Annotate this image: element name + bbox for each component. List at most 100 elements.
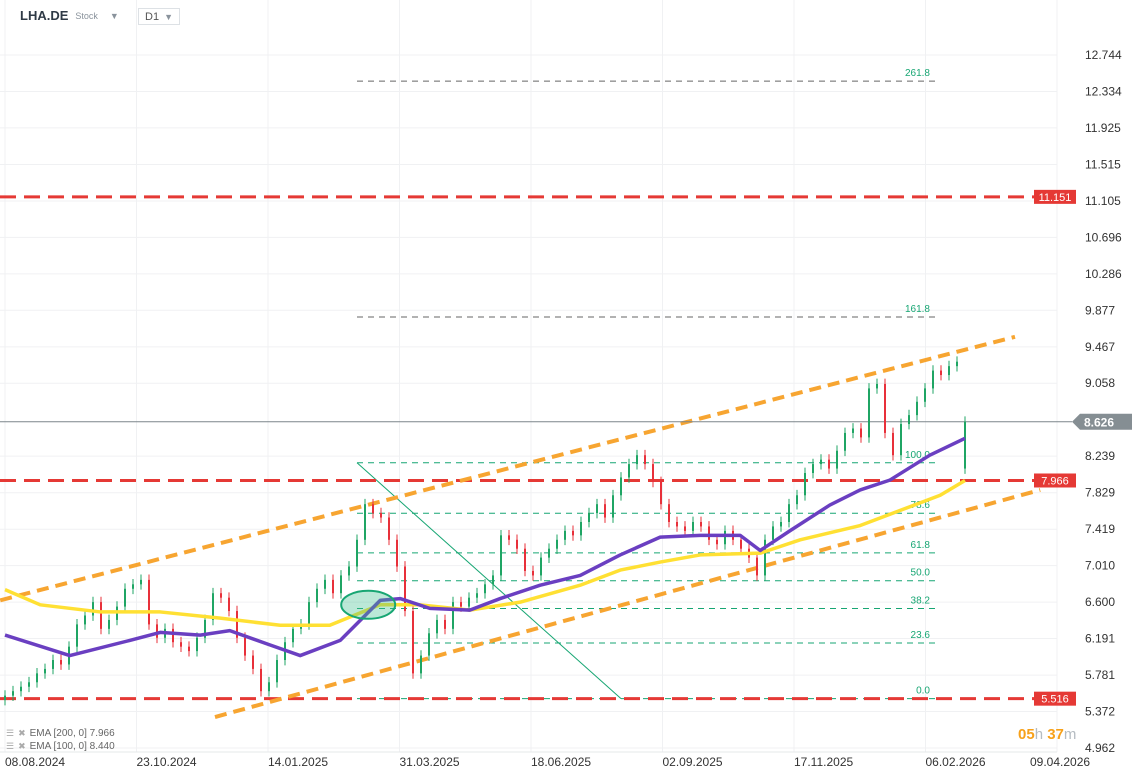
candle-countdown: 05h 37m — [1018, 726, 1076, 743]
timeframe-select[interactable]: D1 ▼ — [138, 8, 180, 25]
candle-body — [876, 383, 878, 389]
x-tick-label: 31.03.2025 — [400, 755, 460, 769]
level-price-tag — [1034, 189, 1076, 204]
candle-body — [820, 459, 822, 465]
y-tick-label: 11.925 — [1085, 121, 1121, 135]
chevron-down-icon[interactable]: ▼ — [109, 10, 119, 21]
candle-body — [868, 388, 870, 438]
candle-body — [412, 611, 414, 674]
candle-body — [428, 633, 430, 656]
y-tick-label: 9.467 — [1085, 340, 1115, 354]
level-price-tag — [1034, 473, 1076, 488]
settings-icon[interactable]: ☰ — [6, 728, 15, 738]
candle-body — [628, 464, 630, 478]
candle-body — [836, 450, 838, 469]
candle-body — [148, 579, 150, 625]
candle-body — [660, 481, 662, 505]
chevron-down-icon: ▼ — [164, 11, 173, 22]
candle-body — [100, 602, 102, 629]
close-icon[interactable]: ✖ — [18, 728, 26, 738]
candle-body — [92, 602, 94, 616]
candle-body — [692, 521, 694, 531]
fib-level-label: 38.2 — [911, 596, 931, 607]
candle-body — [588, 513, 590, 522]
level-price-label: 11.151 — [1039, 192, 1072, 204]
fib-level-label: 23.6 — [911, 630, 931, 641]
candle-body — [420, 655, 422, 674]
candle-body — [492, 575, 494, 585]
candle-body — [132, 584, 134, 589]
candle-body — [212, 593, 214, 620]
legend-label: EMA [200, 0] 7.966 — [29, 728, 115, 739]
fib-level-label: 50.0 — [911, 568, 931, 579]
x-tick-label: 17.11.2025 — [794, 755, 853, 769]
y-tick-label: 11.105 — [1085, 194, 1121, 208]
candle-body — [540, 557, 542, 576]
y-tick-label: 5.372 — [1085, 704, 1115, 718]
y-tick-label: 5.781 — [1085, 668, 1115, 682]
candle-body — [452, 602, 454, 629]
level-price-tag — [1034, 691, 1076, 706]
candle-body — [348, 566, 350, 576]
ema200-line — [4, 478, 966, 628]
candle-body — [156, 624, 158, 638]
candle-body — [756, 557, 758, 576]
candle-body — [44, 668, 46, 674]
candle-body — [268, 682, 270, 692]
candle-body — [76, 624, 78, 647]
candle-body — [596, 504, 598, 514]
candle-body — [724, 530, 726, 545]
candle-body — [580, 521, 582, 536]
candle-body — [468, 597, 470, 607]
candle-body — [252, 655, 254, 669]
close-icon[interactable]: ✖ — [18, 741, 26, 751]
level-price-label: 5.516 — [1041, 694, 1069, 706]
y-tick-label: 4.962 — [1085, 741, 1115, 755]
fib-trend-line — [356, 462, 622, 700]
candle-body — [340, 575, 342, 594]
candle-body — [108, 619, 110, 629]
candle-body — [308, 602, 310, 625]
candle-body — [548, 548, 550, 558]
timer-hours: 05 — [1018, 726, 1035, 743]
candle-body — [516, 539, 518, 549]
candle-body — [20, 686, 22, 692]
candle-body — [508, 535, 510, 540]
candle-body — [940, 370, 942, 376]
last-price-tag — [1072, 413, 1132, 430]
candle-body — [636, 455, 638, 465]
candle-body — [852, 428, 854, 433]
candle-body — [700, 521, 702, 527]
candle-body — [644, 455, 646, 465]
x-tick-label: 08.08.2024 — [5, 755, 65, 769]
candle-body — [436, 619, 438, 634]
candle-body — [684, 526, 686, 531]
fib-level-label: 261.8 — [905, 68, 930, 79]
symbol-name: LHA.DE — [20, 8, 69, 23]
level-price-label: 7.966 — [1041, 475, 1069, 487]
candle-body — [956, 361, 958, 367]
symbol-selector[interactable]: LHA.DE Stock ▼ — [20, 8, 119, 23]
candle-body — [84, 615, 86, 625]
legend-item-ema100: ☰ ✖ EMA [100, 0] 8.440 — [6, 740, 115, 753]
candle-body — [612, 495, 614, 518]
candle-body — [484, 584, 486, 594]
candle-body — [204, 619, 206, 638]
candle-body — [812, 464, 814, 474]
candle-body — [844, 432, 846, 451]
candle-body — [668, 504, 670, 522]
settings-icon[interactable]: ☰ — [6, 741, 15, 751]
y-tick-label: 6.191 — [1085, 632, 1115, 646]
y-tick-label: 7.010 — [1085, 559, 1115, 573]
candle-body — [892, 432, 894, 456]
candle-body — [356, 539, 358, 567]
crossover-highlight — [340, 589, 397, 620]
candle-body — [404, 566, 406, 612]
candle-body — [244, 637, 246, 656]
candle-body — [36, 673, 38, 683]
candle-body — [220, 593, 222, 598]
candle-body — [900, 424, 902, 456]
candle-body — [500, 535, 502, 576]
candle-body — [12, 691, 14, 696]
